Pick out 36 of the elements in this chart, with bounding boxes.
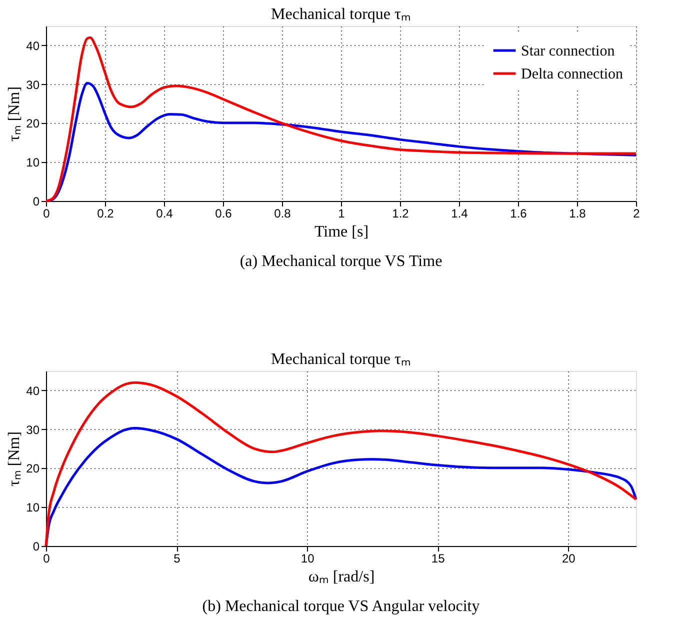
x-tick-label: 1.2 xyxy=(392,206,410,220)
x-tick-label: 0 xyxy=(43,552,50,566)
x-tick-label: 0 xyxy=(43,206,50,220)
x-tick-label: 5 xyxy=(174,552,181,566)
y-tick-label: 0 xyxy=(32,194,40,208)
x-tick-label: 20 xyxy=(562,552,576,566)
y-tick-label: 0 xyxy=(32,540,40,554)
y-tick-label: 10 xyxy=(26,156,40,170)
x-tick-label: 1 xyxy=(338,206,346,220)
x-tick-label: 0.4 xyxy=(156,206,174,220)
x-tick-label: 10 xyxy=(300,552,315,566)
x-axis-title: Time [s] xyxy=(314,224,369,240)
y-axis-title: τₘ [Nm] xyxy=(6,86,24,142)
y-tick-label: 20 xyxy=(26,462,40,476)
x-tick-label: 0.2 xyxy=(97,206,114,220)
x-tick-label: 0.8 xyxy=(274,206,292,220)
y-tick-label: 40 xyxy=(26,384,40,398)
y-tick-label: 20 xyxy=(26,116,40,131)
y-axis-title: τₘ [Nm] xyxy=(6,431,24,487)
y-tick-label: 30 xyxy=(26,422,40,437)
x-tick-label: 0.6 xyxy=(215,206,232,220)
y-tick-label: 40 xyxy=(26,38,40,53)
legend-label: Delta connection xyxy=(521,66,624,82)
y-tick-label: 30 xyxy=(26,78,40,92)
chart-title: Mechanical torque τₘ xyxy=(271,6,411,23)
x-tick-label: 1.8 xyxy=(569,206,586,220)
text: (b) Mechanical torque VS Angular velocity xyxy=(202,598,480,615)
x-tick-label: 15 xyxy=(431,552,446,566)
x-tick-label: 1.6 xyxy=(510,206,528,220)
x-axis-title: ωₘ [rad/s] xyxy=(308,568,375,586)
x-tick-label: 1.4 xyxy=(451,206,468,220)
chart-title: Mechanical torque τₘ xyxy=(271,351,411,368)
y-tick-label: 10 xyxy=(26,500,40,515)
x-tick-label: 2 xyxy=(633,206,640,220)
text: (a) Mechanical torque VS Time xyxy=(240,253,442,270)
legend-label: Star connection xyxy=(521,44,616,60)
